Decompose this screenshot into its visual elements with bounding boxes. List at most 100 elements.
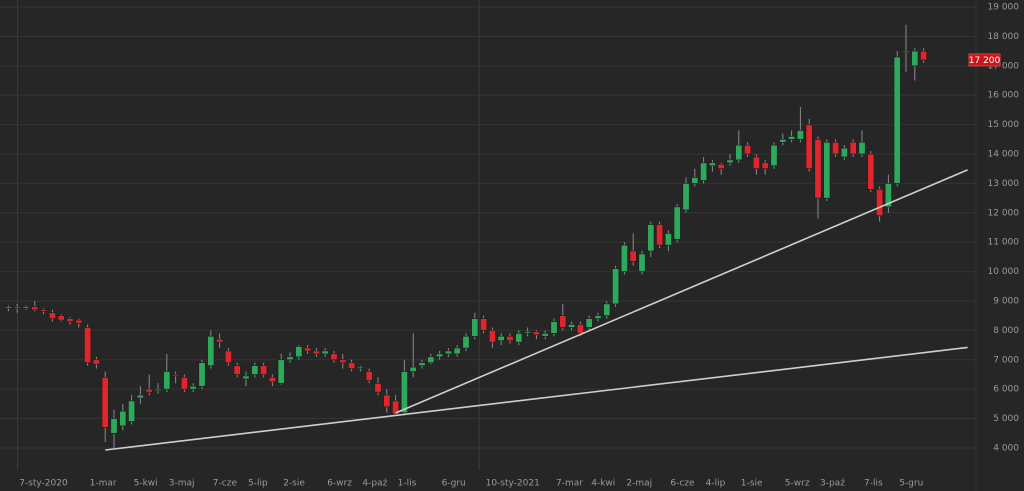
candle-body [145, 388, 153, 393]
candle-body [788, 136, 796, 140]
candle-body [92, 359, 100, 365]
candle-body [400, 371, 408, 413]
candle-body [392, 400, 400, 415]
candle-body [224, 350, 232, 364]
x-tick-label: 2-maj [626, 479, 652, 489]
candle-body [770, 144, 778, 167]
candle-body [462, 335, 470, 349]
candle-body [409, 366, 417, 372]
candle-body [348, 362, 356, 369]
candle-body [128, 400, 136, 422]
candle-body [251, 365, 259, 375]
candle-body [471, 318, 479, 337]
candle-body [277, 359, 285, 384]
candle-body [796, 130, 804, 140]
y-tick-label: 17 000 [988, 61, 1020, 71]
x-tick-label: 1-mar [90, 479, 117, 489]
candle-body [752, 156, 760, 170]
candle-body [620, 244, 628, 272]
candle-body [559, 315, 567, 328]
candle-body [524, 331, 532, 334]
candle-body [383, 394, 391, 408]
candle-body [858, 141, 866, 155]
candle-body [603, 303, 611, 316]
candle-body [814, 139, 822, 199]
candle-body [682, 183, 690, 211]
y-tick-label: 7 000 [993, 355, 1019, 365]
y-tick-label: 6 000 [993, 385, 1019, 395]
candle-body [304, 347, 312, 352]
candle-body [198, 362, 206, 387]
candle-body [708, 162, 716, 167]
x-tick-label: 10-sty-2021 [486, 479, 540, 489]
price-tag-label: 17 200 [969, 56, 1001, 66]
candle-body [532, 331, 540, 336]
candle-body [22, 306, 30, 309]
candle-body [321, 350, 329, 355]
candle-body [154, 388, 162, 391]
candle-body [180, 377, 188, 390]
candle-body [647, 224, 655, 252]
y-tick-label: 14 000 [988, 150, 1020, 160]
candle-body [110, 418, 118, 434]
y-tick-label: 12 000 [988, 208, 1020, 218]
candle-body [31, 306, 39, 311]
x-tick-label: 5-kwi [134, 479, 158, 489]
x-tick-label: 4-paź [362, 479, 387, 489]
candle-body [119, 410, 127, 427]
candle-body [735, 144, 743, 161]
y-tick-label: 8 000 [993, 326, 1019, 336]
y-tick-label: 18 000 [988, 32, 1020, 42]
candle-body [295, 346, 303, 358]
candle-body [57, 315, 65, 321]
x-tick-label: 5-wrz [785, 479, 810, 489]
y-tick-label: 11 000 [988, 238, 1020, 248]
candle-body [568, 324, 576, 328]
candle-body [673, 206, 681, 240]
candle-body [286, 356, 294, 361]
candle-body [550, 321, 558, 334]
candle-body [893, 56, 901, 184]
candle-body [717, 164, 725, 170]
candle-body [101, 377, 109, 428]
x-tick-label: 5-gru [899, 479, 923, 489]
candle-body [136, 394, 144, 399]
candle-body [515, 333, 523, 343]
candle-body [13, 306, 21, 309]
candle-body [920, 50, 928, 61]
candle-body [427, 356, 435, 364]
candle-body [75, 319, 83, 324]
candle-body [330, 353, 338, 361]
candle-body [726, 159, 734, 164]
candle-body [700, 162, 708, 181]
x-tick-label: 4-kwi [591, 479, 615, 489]
x-tick-label: 3-paź [820, 479, 845, 489]
candle-body [268, 377, 276, 383]
x-tick-label: 7-mar [556, 479, 583, 489]
candle-body [480, 318, 488, 331]
trend-line [105, 346, 968, 451]
candle-body [40, 309, 48, 312]
x-tick-label: 2-sie [283, 479, 305, 489]
x-tick-label: 3-maj [169, 479, 195, 489]
candle-body [664, 233, 672, 246]
candle-body [312, 350, 320, 355]
candle-body [656, 224, 664, 246]
candle-body [691, 177, 699, 184]
candle-body [744, 144, 752, 155]
candle-body [497, 335, 505, 341]
candle-body [488, 330, 496, 343]
candle-body [876, 188, 884, 217]
x-tick-label: 4-lip [706, 479, 726, 489]
candle-body [612, 268, 620, 305]
candle-body [902, 50, 910, 53]
candle-body [867, 153, 875, 190]
candle-body [849, 141, 857, 155]
candle-body [638, 253, 646, 272]
candle-body [48, 312, 56, 319]
candle-body [172, 374, 180, 377]
candle-body [541, 333, 549, 337]
x-tick-label: 6-wrz [327, 479, 352, 489]
candle-body [576, 324, 584, 334]
